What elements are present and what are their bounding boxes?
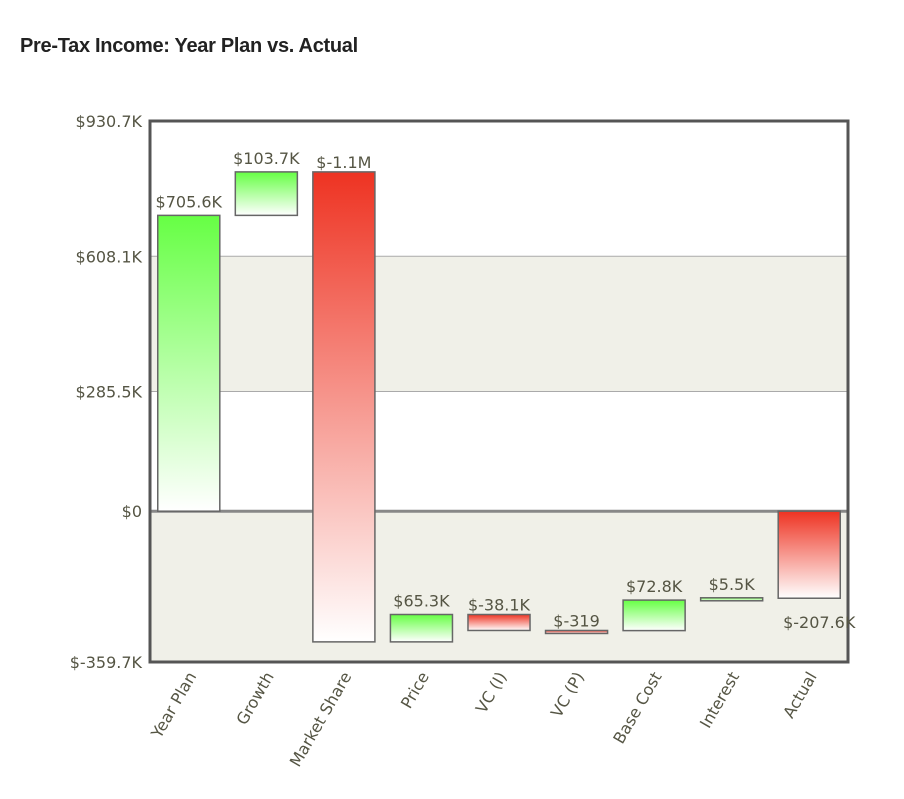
bar (544, 629, 609, 635)
grid-band (150, 256, 848, 392)
y-tick-label: $0 (122, 502, 142, 521)
bar (234, 171, 299, 217)
data-label: $-207.6K (783, 613, 856, 632)
chart-title: Pre-Tax Income: Year Plan vs. Actual (20, 35, 358, 57)
data-label: $5.5K (709, 575, 756, 594)
x-tick-label: Base Cost (609, 669, 665, 747)
x-tick-label: Growth (232, 669, 277, 729)
bar (777, 510, 841, 599)
y-tick-label: $608.1K (76, 247, 143, 266)
data-label: $705.6K (156, 192, 223, 211)
data-label: $-1.1M (316, 153, 371, 172)
bar (699, 597, 764, 602)
x-tick-label: VC (I) (472, 669, 511, 717)
data-label: $-319 (553, 611, 600, 630)
data-label: $72.8K (626, 577, 683, 596)
x-tick-label: VC (P) (547, 669, 588, 721)
bar (622, 599, 686, 632)
x-tick-label: Interest (696, 669, 743, 732)
y-tick-label: $285.5K (76, 383, 143, 402)
x-tick-label: Market Share (286, 669, 356, 771)
x-tick-label: Year Plan (147, 669, 200, 743)
x-tick-label: Price (397, 669, 433, 712)
bar (312, 171, 376, 643)
bar (389, 613, 454, 643)
data-label: $-38.1K (468, 595, 531, 614)
data-label: $65.3K (393, 591, 450, 610)
grid-band (150, 511, 848, 662)
data-label: $103.7K (233, 149, 300, 168)
y-tick-label: $930.7K (76, 112, 143, 131)
bar (157, 214, 221, 512)
x-tick-label: Actual (779, 669, 821, 722)
plot-frame (148, 119, 850, 664)
y-tick-label: $-359.7K (70, 653, 143, 672)
bar (467, 613, 531, 632)
